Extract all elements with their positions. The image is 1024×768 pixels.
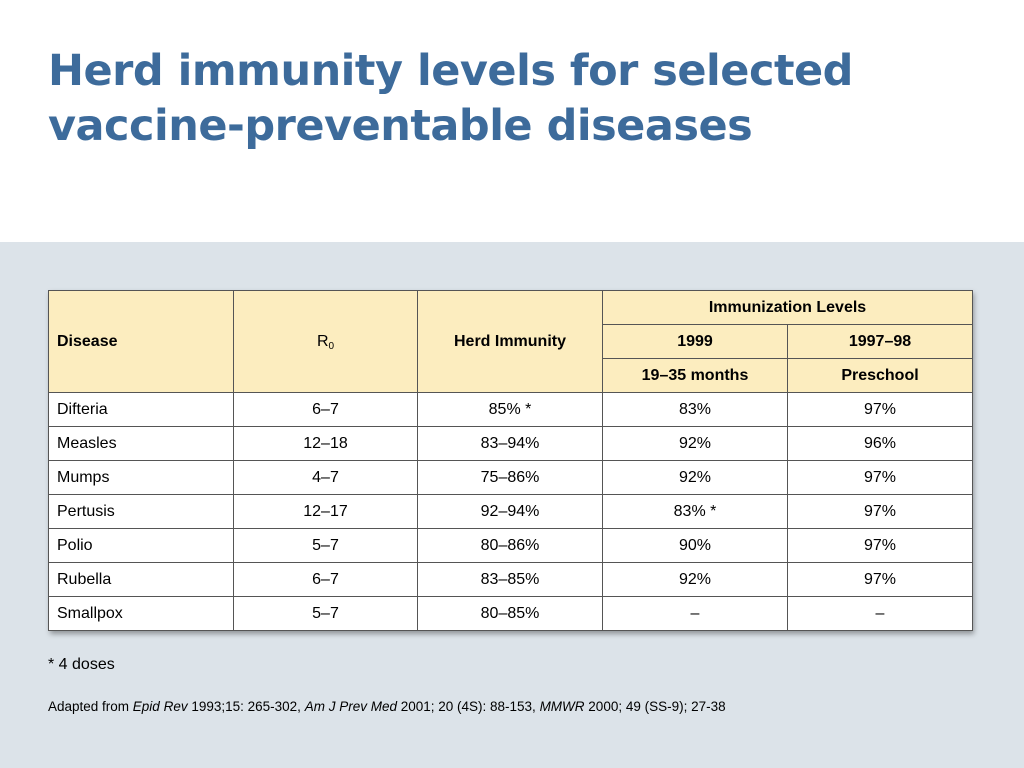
cell-preschool: 97% bbox=[787, 460, 973, 495]
cell-disease: Difteria bbox=[48, 392, 234, 427]
cell-disease: Mumps bbox=[48, 460, 234, 495]
header-year-1999: 1999 bbox=[602, 324, 788, 359]
cell-preschool: 97% bbox=[787, 562, 973, 597]
footnote: * 4 doses bbox=[48, 656, 115, 673]
header-year-1997-98: 1997–98 bbox=[787, 324, 973, 359]
cell-disease: Measles bbox=[48, 426, 234, 461]
cell-preschool: 97% bbox=[787, 528, 973, 563]
cell-herd-immunity: 80–86% bbox=[417, 528, 603, 563]
cell-r0: 12–17 bbox=[233, 494, 418, 529]
cell-r0: 12–18 bbox=[233, 426, 418, 461]
cell-1999: 92% bbox=[602, 562, 788, 597]
source-ref-mmwr: MMWR bbox=[539, 699, 585, 714]
cell-1999: 92% bbox=[602, 460, 788, 495]
table-row: Smallpox 5–7 80–85% – – bbox=[48, 596, 973, 631]
cell-preschool: 97% bbox=[787, 392, 973, 427]
cell-herd-immunity: 80–85% bbox=[417, 596, 603, 631]
cell-1999: 92% bbox=[602, 426, 788, 461]
table-row: Difteria 6–7 85% * 83% 97% bbox=[48, 392, 973, 427]
header-r0-sub: 0 bbox=[328, 340, 335, 352]
header-r0: R0 bbox=[233, 290, 418, 393]
table-row: Measles 12–18 83–94% 92% 96% bbox=[48, 426, 973, 461]
source-ref-am-j-prev-med-detail: 2001; 20 (4S): 88-153, bbox=[396, 699, 540, 714]
cell-1999: – bbox=[602, 596, 788, 631]
header-row-2: 1999 1997–98 bbox=[49, 324, 973, 359]
source-ref-epid-rev: Epid Rev bbox=[132, 699, 188, 714]
header-r0-main: R bbox=[316, 332, 329, 350]
table-container: Disease R0 Herd Immunity Immunization Le… bbox=[48, 290, 973, 631]
cell-r0: 4–7 bbox=[233, 460, 418, 495]
title-area: Herd immunity levels for selected vaccin… bbox=[0, 0, 1024, 242]
cell-disease: Polio bbox=[48, 528, 234, 563]
cell-1999: 90% bbox=[602, 528, 788, 563]
cell-preschool: – bbox=[787, 596, 973, 631]
source-citation: Adapted from Epid Rev 1993;15: 265-302, … bbox=[48, 699, 726, 714]
cell-herd-immunity: 75–86% bbox=[417, 460, 603, 495]
source-prefix: Adapted from bbox=[48, 699, 133, 714]
cell-herd-immunity: 85% * bbox=[417, 392, 603, 427]
herd-immunity-table: Disease R0 Herd Immunity Immunization Le… bbox=[48, 290, 973, 631]
table-row: Pertusis 12–17 92–94% 83% * 97% bbox=[48, 494, 973, 529]
table-row: Mumps 4–7 75–86% 92% 97% bbox=[48, 460, 973, 495]
cell-herd-immunity: 83–94% bbox=[417, 426, 603, 461]
cell-r0: 5–7 bbox=[233, 596, 418, 631]
cell-disease: Smallpox bbox=[48, 596, 234, 631]
cell-herd-immunity: 83–85% bbox=[417, 562, 603, 597]
table-row: Rubella 6–7 83–85% 92% 97% bbox=[48, 562, 973, 597]
cell-r0: 6–7 bbox=[233, 392, 418, 427]
cell-disease: Rubella bbox=[48, 562, 234, 597]
cell-r0: 5–7 bbox=[233, 528, 418, 563]
cell-preschool: 97% bbox=[787, 494, 973, 529]
header-row-1: Disease R0 Herd Immunity Immunization Le… bbox=[48, 290, 973, 393]
header-herd-immunity: Herd Immunity bbox=[417, 290, 603, 393]
cell-r0: 6–7 bbox=[233, 562, 418, 597]
header-age-19-35-months: 19–35 months bbox=[602, 358, 788, 393]
cell-disease: Pertusis bbox=[48, 494, 234, 529]
header-preschool: Preschool bbox=[787, 358, 973, 393]
cell-1999: 83% * bbox=[602, 494, 788, 529]
slide-title: Herd immunity levels for selected vaccin… bbox=[48, 46, 853, 151]
cell-1999: 83% bbox=[602, 392, 788, 427]
cell-preschool: 96% bbox=[787, 426, 973, 461]
source-ref-epid-rev-detail: 1993;15: 265-302, bbox=[187, 699, 305, 714]
header-disease: Disease bbox=[48, 290, 234, 393]
header-immunization-levels: Immunization Levels bbox=[602, 290, 973, 325]
table-row: Polio 5–7 80–86% 90% 97% bbox=[48, 528, 973, 563]
header-row-3: 19–35 months Preschool bbox=[49, 358, 973, 393]
source-ref-mmwr-detail: 2000; 49 (SS-9); 27-38 bbox=[584, 699, 726, 714]
source-ref-am-j-prev-med: Am J Prev Med bbox=[304, 699, 397, 714]
cell-herd-immunity: 92–94% bbox=[417, 494, 603, 529]
